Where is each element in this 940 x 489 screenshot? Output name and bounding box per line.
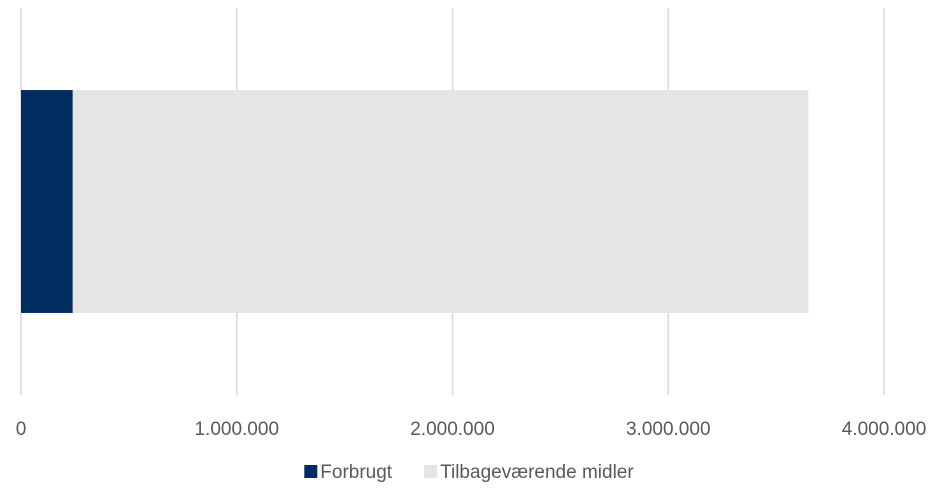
bar-segment bbox=[72, 90, 809, 313]
x-tick-label: 1.000.000 bbox=[194, 419, 279, 440]
bar-segment bbox=[21, 90, 73, 313]
x-tick-label: 3.000.000 bbox=[626, 419, 711, 440]
legend-swatch bbox=[304, 465, 318, 478]
legend-swatch bbox=[424, 465, 438, 478]
x-tick-label: 0 bbox=[16, 419, 27, 440]
x-tick-label: 2.000.000 bbox=[410, 419, 495, 440]
x-tick-label: 4.000.000 bbox=[842, 419, 927, 440]
legend-label: Forbrugt bbox=[320, 462, 393, 483]
legend-label: Tilbageværende midler bbox=[440, 462, 634, 483]
